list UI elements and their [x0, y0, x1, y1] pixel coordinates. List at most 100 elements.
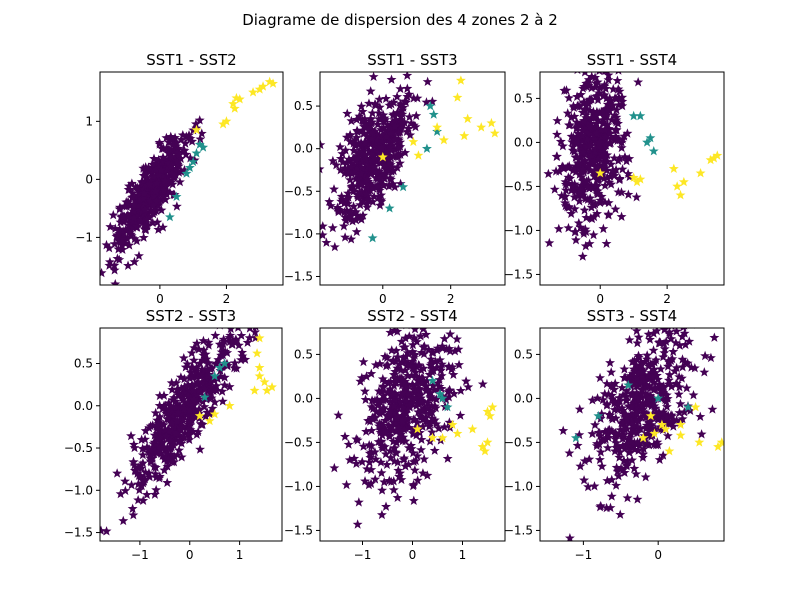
data-point-cluster-0	[408, 480, 419, 491]
data-point-cluster-0	[654, 338, 665, 348]
y-tick-label: −1.0	[64, 483, 93, 497]
data-point-cluster-0	[114, 202, 125, 212]
data-point-cluster-2	[432, 122, 443, 132]
data-point-cluster-0	[123, 184, 134, 194]
data-point-cluster-0	[163, 137, 174, 147]
data-point-cluster-0	[636, 392, 647, 402]
data-point-cluster-0	[391, 345, 402, 355]
data-point-cluster-2	[664, 446, 675, 456]
data-point-cluster-0	[366, 128, 376, 139]
data-point-cluster-0	[397, 380, 407, 390]
data-point-cluster-0	[586, 180, 597, 191]
data-point-cluster-0	[432, 343, 443, 353]
data-point-cluster-0	[450, 345, 460, 356]
y-tick-label: 0.0	[514, 391, 533, 405]
data-point-cluster-0	[367, 108, 378, 118]
data-point-cluster-0	[115, 488, 126, 499]
y-tick-label: −1.0	[284, 479, 313, 493]
data-point-cluster-1	[628, 110, 639, 121]
data-point-cluster-0	[674, 340, 685, 350]
data-point-cluster-0	[118, 211, 129, 221]
data-point-cluster-0	[593, 188, 604, 198]
data-point-cluster-0	[400, 147, 411, 158]
data-point-cluster-0	[402, 83, 413, 93]
data-point-cluster-0	[372, 147, 383, 158]
data-point-cluster-0	[410, 367, 421, 377]
data-point-cluster-0	[413, 406, 424, 417]
data-point-cluster-0	[193, 426, 204, 437]
data-point-cluster-0	[645, 367, 656, 378]
data-point-cluster-0	[373, 113, 384, 124]
data-point-cluster-0	[422, 76, 433, 87]
data-point-cluster-0	[117, 236, 127, 246]
data-point-cluster-0	[624, 153, 635, 164]
data-point-cluster-0	[385, 172, 396, 183]
data-point-cluster-0	[174, 445, 185, 455]
data-point-cluster-0	[400, 341, 411, 352]
data-point-cluster-0	[128, 216, 139, 226]
data-point-cluster-0	[123, 196, 134, 207]
data-point-cluster-0	[109, 238, 120, 249]
data-point-cluster-0	[402, 403, 413, 414]
data-point-cluster-0	[549, 184, 560, 194]
data-point-cluster-0	[661, 396, 672, 406]
data-point-cluster-0	[391, 377, 401, 387]
data-point-cluster-0	[390, 115, 401, 126]
data-point-cluster-0	[588, 229, 599, 240]
data-point-cluster-0	[179, 381, 190, 392]
data-point-cluster-0	[445, 329, 456, 339]
data-point-cluster-0	[353, 181, 364, 191]
data-point-cluster-0	[412, 417, 423, 427]
data-point-cluster-0	[649, 383, 660, 394]
data-point-cluster-2	[713, 441, 723, 452]
data-point-cluster-0	[596, 408, 607, 419]
data-point-cluster-2	[221, 116, 232, 126]
data-point-cluster-0	[133, 494, 144, 505]
data-point-cluster-0	[406, 440, 416, 450]
data-point-cluster-0	[379, 476, 390, 487]
data-point-cluster-0	[408, 93, 419, 103]
data-point-cluster-0	[356, 156, 367, 166]
y-tick-label: −1.5	[504, 267, 533, 281]
data-point-cluster-0	[431, 418, 442, 429]
data-point-cluster-0	[558, 425, 569, 435]
data-point-cluster-0	[614, 447, 625, 457]
data-point-cluster-0	[589, 156, 600, 166]
x-tick-label: 0	[379, 292, 387, 306]
data-point-cluster-0	[614, 392, 625, 403]
data-point-cluster-0	[573, 162, 584, 172]
data-point-cluster-0	[622, 413, 632, 424]
data-point-cluster-0	[378, 180, 389, 190]
data-point-cluster-0	[641, 438, 652, 449]
data-point-cluster-0	[612, 404, 623, 415]
data-point-cluster-0	[139, 166, 150, 176]
data-point-cluster-0	[392, 107, 403, 118]
data-point-cluster-0	[171, 201, 182, 211]
data-point-cluster-0	[357, 106, 368, 116]
data-point-cluster-0	[335, 164, 346, 175]
data-point-cluster-0	[684, 336, 695, 346]
data-point-cluster-0	[566, 208, 577, 218]
data-point-cluster-0	[362, 174, 373, 184]
data-point-cluster-0	[185, 400, 196, 410]
data-point-cluster-0	[136, 463, 147, 473]
data-point-cluster-0	[139, 188, 150, 198]
data-point-cluster-0	[616, 211, 627, 221]
data-point-cluster-0	[162, 442, 173, 452]
data-point-cluster-0	[621, 155, 632, 166]
data-point-cluster-0	[584, 454, 595, 464]
data-point-cluster-0	[397, 374, 408, 385]
data-point-cluster-0	[594, 454, 605, 465]
data-point-cluster-0	[610, 92, 620, 103]
data-point-cluster-0	[140, 467, 151, 477]
data-point-cluster-0	[348, 153, 358, 163]
data-point-cluster-0	[606, 380, 617, 390]
data-point-cluster-0	[190, 406, 201, 417]
data-point-cluster-0	[641, 422, 652, 432]
data-point-cluster-0	[156, 439, 167, 449]
x-tick-label: 0	[654, 548, 662, 562]
data-point-cluster-0	[418, 363, 429, 373]
data-point-cluster-2	[254, 370, 265, 381]
data-point-cluster-0	[150, 468, 161, 479]
data-point-cluster-0	[154, 433, 165, 444]
